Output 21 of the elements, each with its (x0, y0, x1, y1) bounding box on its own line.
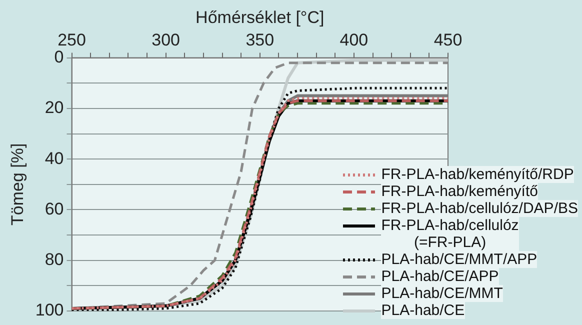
y-tick-label: 100 (35, 300, 64, 320)
x-tick-label: 450 (434, 30, 462, 50)
y-tick-label: 80 (44, 250, 64, 270)
legend-label: FR-PLA-hab/cellulóz (=FR-PLA) (381, 217, 519, 251)
legend-label: FR-PLA-hab/cellulóz/DAP/BS (381, 200, 578, 217)
x-tick-label: 350 (246, 30, 274, 50)
y-tick-label: 0 (54, 47, 64, 66)
y-tick-label: 20 (44, 98, 64, 118)
y-axis-title: Tömeg [%] (8, 143, 27, 226)
y-tick-label: 60 (44, 199, 64, 218)
x-tick-label: 400 (340, 30, 368, 50)
x-axis-title: Hőmérséklet [°C] (196, 8, 324, 27)
legend-label: FR-PLA-hab/keményítő (381, 183, 538, 200)
legend-label: FR-PLA-hab/keményítő/RDP (381, 166, 574, 183)
legend-label: PLA-hab/CE/MMT/APP (381, 251, 538, 268)
x-tick-label: 250 (58, 30, 86, 50)
y-tick-label: 40 (44, 148, 64, 168)
legend-label: PLA-hab/CE/APP (381, 268, 499, 285)
legend-label: PLA-hab/CE/MMT (381, 285, 503, 302)
legend-label: PLA-hab/CE (381, 302, 465, 319)
x-tick-label: 300 (152, 30, 180, 50)
